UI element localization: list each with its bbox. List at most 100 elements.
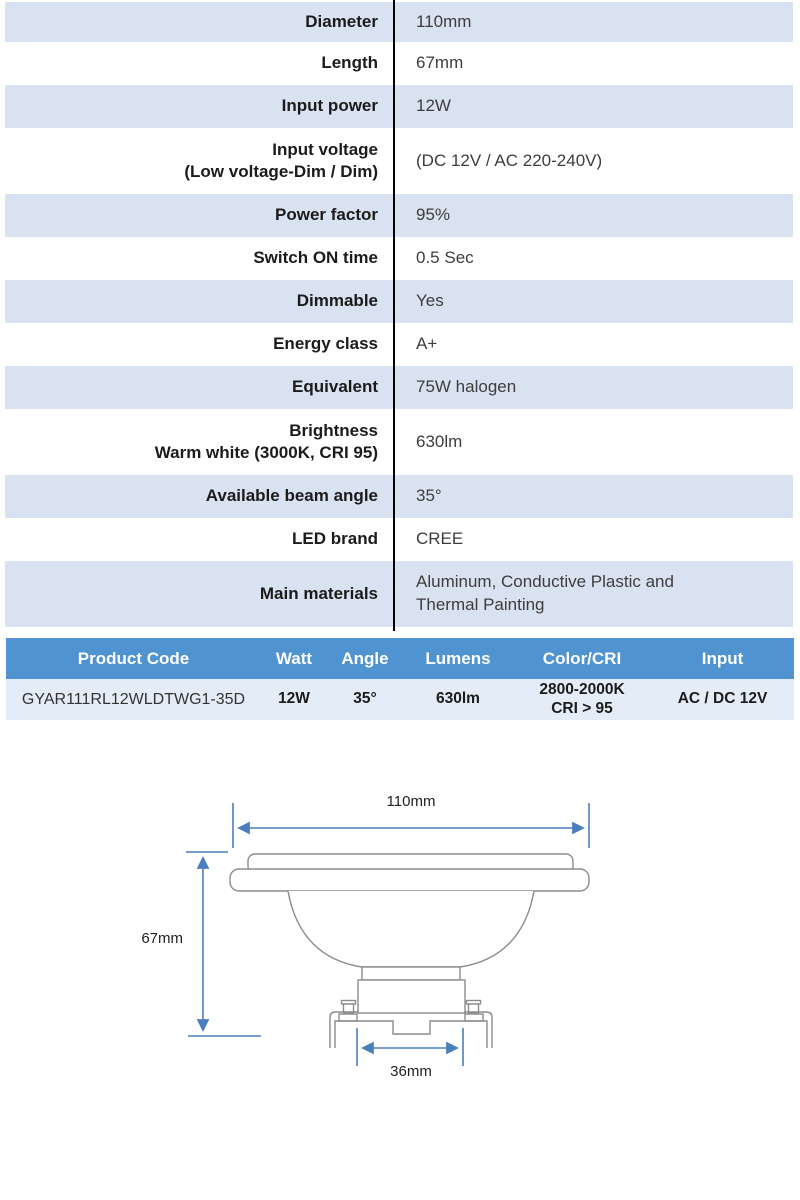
spec-label-text-line2: (Low voltage-Dim / Dim) xyxy=(184,162,378,181)
spec-value: A+ xyxy=(394,323,793,366)
header-lumens: Lumens xyxy=(403,638,513,679)
spec-label-text: Equivalent xyxy=(292,377,378,397)
spec-value: 0.5 Sec xyxy=(394,237,793,280)
spec-value-text: Aluminum, Conductive Plastic and xyxy=(416,572,674,592)
left-pin-pad xyxy=(338,1013,358,1022)
spec-label-text: Brightness xyxy=(289,420,378,440)
spec-value-text: 67mm xyxy=(416,53,464,73)
left-pin xyxy=(342,1003,355,1014)
spec-row-main-materials: Main materials Aluminum, Conductive Plas… xyxy=(5,561,793,627)
table-divider-line xyxy=(393,0,395,631)
spec-label-text: Available beam angle xyxy=(205,486,378,506)
spec-label-text: Energy class xyxy=(273,334,378,354)
spec-value: 75W halogen xyxy=(394,366,793,409)
spec-label-text: LED brand xyxy=(292,529,378,549)
spec-value-text: Yes xyxy=(416,291,444,311)
spec-value: 110mm xyxy=(394,2,793,42)
bulb-drawing xyxy=(229,853,590,1048)
spec-label: Brightness Warm white (3000K, CRI 95) xyxy=(5,409,394,475)
spec-value: (DC 12V / AC 220-240V) xyxy=(394,128,793,194)
spec-label-text: Input voltage xyxy=(272,139,378,159)
header-text: Product Code xyxy=(77,648,190,668)
width-dimension: 110mm xyxy=(232,793,590,848)
cell-angle: 35° xyxy=(327,679,403,720)
cell-text: 12W xyxy=(278,690,310,708)
base-dimension-label: 36mm xyxy=(390,1063,432,1080)
spec-label: LED brand xyxy=(5,518,394,561)
spec-label: Input voltage (Low voltage-Dim / Dim) xyxy=(5,128,394,194)
cell-text: 35° xyxy=(353,690,377,708)
product-table: Product Code Watt Angle Lumens Color/CRI… xyxy=(6,638,794,720)
spec-label: Main materials xyxy=(5,561,394,627)
spec-value-text: CREE xyxy=(416,529,464,549)
lamp-reflector-bowl xyxy=(287,890,535,968)
header-text: Input xyxy=(701,648,744,668)
spec-row-input-power: Input power 12W xyxy=(5,85,793,128)
spec-label-text: Main materials xyxy=(259,583,378,603)
spec-row-power-factor: Power factor 95% xyxy=(5,194,793,237)
cell-text: 2800-2000K xyxy=(539,680,625,698)
spec-value-text: A+ xyxy=(416,334,438,354)
spec-label: Input power xyxy=(5,85,394,128)
spec-value-text: 110mm xyxy=(416,11,472,31)
header-text: Watt xyxy=(275,648,313,668)
right-pin-pad xyxy=(464,1013,484,1022)
spec-label-text: Length xyxy=(321,53,378,73)
product-dimension-diagram: 110mm 67mm 36mm xyxy=(141,793,590,1080)
spec-label-text: Power factor xyxy=(275,205,378,225)
spec-label: Available beam angle xyxy=(5,475,394,518)
spec-value-text: 12W xyxy=(416,96,451,116)
spec-value: 35° xyxy=(394,475,793,518)
cell-lumens: 630lm xyxy=(403,679,513,720)
spec-value-text: 0.5 Sec xyxy=(416,248,474,268)
spec-label: Length xyxy=(5,42,394,85)
spec-row-energy-class: Energy class A+ xyxy=(5,323,793,366)
spec-label: Power factor xyxy=(5,194,394,237)
spec-value-text-line2: Thermal Painting xyxy=(416,595,545,614)
product-code-text: GYAR111RL12WLDTWG1-35D xyxy=(21,690,246,708)
spec-value: 95% xyxy=(394,194,793,237)
bracket-inner xyxy=(334,1020,488,1048)
spec-value-text: 630lm xyxy=(416,431,463,451)
product-table-row: GYAR111RL12WLDTWG1-35D 12W 35° 630lm 280… xyxy=(6,679,794,720)
header-product-code: Product Code xyxy=(6,638,261,679)
height-dimension: 67mm xyxy=(141,851,261,1037)
spec-label-text: Input power xyxy=(281,96,378,116)
cell-watt: 12W xyxy=(261,679,327,720)
spec-label-text-line2: Warm white (3000K, CRI 95) xyxy=(154,443,378,462)
spec-label: Energy class xyxy=(5,323,394,366)
spec-row-length: Length 67mm xyxy=(5,42,793,85)
header-color-cri: Color/CRI xyxy=(513,638,651,679)
spec-value-text: 75W halogen xyxy=(416,377,517,397)
spec-value-text: (DC 12V / AC 220-240V) xyxy=(416,150,603,170)
spec-label-text: Switch ON time xyxy=(253,248,378,268)
spec-row-equivalent: Equivalent 75W halogen xyxy=(5,366,793,409)
spec-row-led-brand: LED brand CREE xyxy=(5,518,793,561)
lamp-base-block xyxy=(357,979,466,1014)
lamp-neck xyxy=(361,966,461,981)
spec-value: 67mm xyxy=(394,42,793,85)
spec-row-switch-on-time: Switch ON time 0.5 Sec xyxy=(5,237,793,280)
header-text: Angle xyxy=(341,648,389,668)
spec-value: Yes xyxy=(394,280,793,323)
spec-table: Diameter 110mm Length 67mm Input power 1… xyxy=(5,0,793,631)
product-table-header: Product Code Watt Angle Lumens Color/CRI… xyxy=(6,638,794,679)
cell-text: 630lm xyxy=(436,690,480,708)
header-text: Color/CRI xyxy=(542,648,622,668)
spec-value-text: 95% xyxy=(416,205,451,225)
spec-label-text: Diameter xyxy=(305,11,378,31)
header-text: Lumens xyxy=(425,648,491,668)
header-input: Input xyxy=(651,638,794,679)
bracket-right-outer xyxy=(465,1011,493,1048)
right-pin xyxy=(467,1003,480,1014)
spec-label: Switch ON time xyxy=(5,237,394,280)
bracket-left-outer xyxy=(329,1011,358,1048)
spec-label: Equivalent xyxy=(5,366,394,409)
cell-text-line2: CRI > 95 xyxy=(551,699,613,717)
spec-value-text: 35° xyxy=(416,486,442,506)
header-angle: Angle xyxy=(327,638,403,679)
base-dimension: 36mm xyxy=(356,1028,464,1080)
spec-row-input-voltage: Input voltage (Low voltage-Dim / Dim) (D… xyxy=(5,128,793,194)
cell-color-cri: 2800-2000K CRI > 95 xyxy=(513,679,651,720)
